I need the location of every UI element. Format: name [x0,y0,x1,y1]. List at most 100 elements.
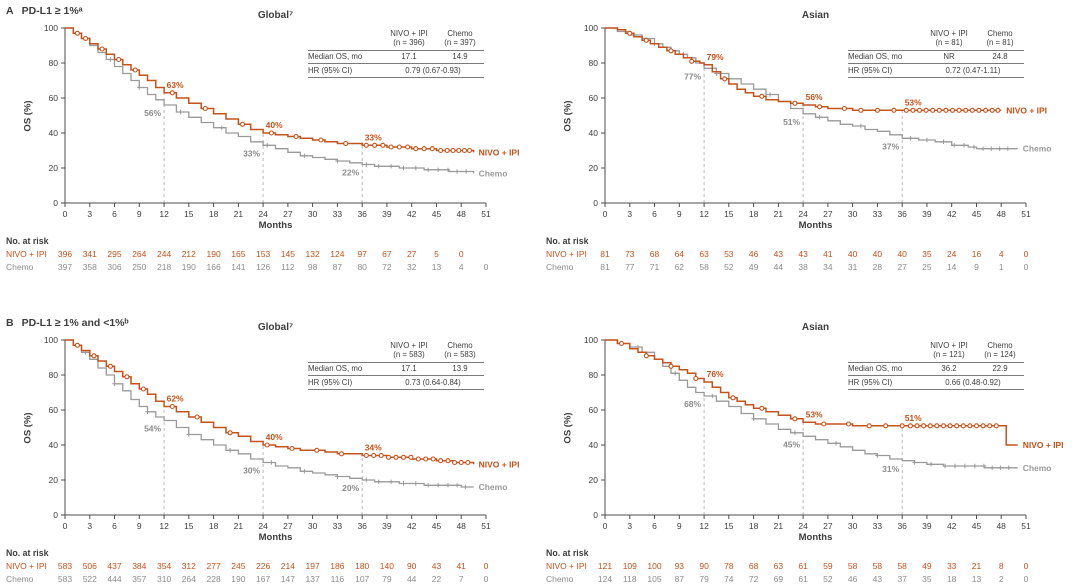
at-risk-arm-nivo: NIVO + IPI [6,561,47,571]
at-risk-count: 112 [281,262,295,272]
x-tick-label: 15 [184,521,194,531]
y-tick-label: 100 [584,24,598,33]
censor-mark [458,459,464,466]
censor-mark [997,146,1002,151]
censor-mark [942,463,948,469]
x-tick-label: 30 [848,209,858,219]
at-risk-count: 40 [897,249,907,259]
censor-mark [463,484,468,490]
censor-mark [759,93,765,99]
stats-hr-label: HR (95% CI) [308,377,353,387]
censor-mark [668,48,674,54]
x-axis-title: Months [258,532,293,543]
at-risk-count: 34 [823,262,833,272]
at-risk-count: 77 [625,262,635,272]
x-tick-label: 39 [382,209,392,219]
at-risk-count: 124 [597,574,613,584]
x-tick-label: 33 [333,521,343,531]
at-risk-count: 2 [998,574,1004,584]
censor-mark [74,342,80,348]
at-risk-count: 341 [82,249,97,259]
censor-mark [912,460,917,465]
censor-mark [268,130,274,136]
at-risk-count: 8 [998,561,1004,571]
at-risk-count: 72 [748,574,759,584]
chemo-curve-label: Chemo [1023,463,1052,473]
censor-mark [202,105,208,112]
at-risk-count: 41 [456,561,466,571]
at-risk-count: 1 [998,262,1004,272]
x-tick-label: 48 [456,521,466,531]
censor-mark [413,481,418,486]
at-risk-count: 87 [332,262,343,272]
x-tick-label: 27 [283,209,293,219]
censor-mark [314,447,320,453]
x-tick-label: 24 [258,209,268,219]
at-risk-count: 67 [382,249,392,259]
landmark-annotation: 56% [806,92,823,102]
censor-mark [972,463,977,469]
censor-mark [364,477,369,483]
landmark-annotation: 77% [684,71,701,81]
at-risk-count: 21 [971,561,982,571]
censor-mark [998,465,1003,470]
at-risk-count: 80 [357,262,367,272]
at-risk-count: 140 [379,561,394,571]
censor-mark [454,483,460,488]
at-risk-count: 46 [847,574,858,584]
at-risk-count: 43 [431,561,442,571]
x-tick-label: 45 [972,209,982,219]
stats-header-row: NIVO + IPI (n = 81) Chemo (n = 81) [848,29,1024,50]
at-risk-count: 27 [897,262,907,272]
stats-table: NIVO + IPI (n = 583) Chemo (n = 583) Media… [308,341,484,390]
censor-mark [388,144,394,150]
censor-mark [767,92,773,97]
censor-mark [995,107,1001,113]
censor-mark [987,423,993,429]
stats-arm-nivo-name: NIVO + IPI [390,29,428,38]
at-risk-count: 197 [305,561,320,571]
stats-arm-chemo: Chemo (n = 81) [976,29,1024,48]
at-risk-count: 0 [483,262,489,272]
at-risk-count: 121 [597,561,613,571]
stats-arm-nivo: NIVO + IPI (n = 121) [922,341,976,360]
censor-mark [318,137,324,143]
censor-mark [124,374,130,380]
censor-mark [875,453,880,458]
stats-median-nivo: 17.1 [401,364,417,374]
censor-mark [401,165,406,171]
censor-mark [969,107,975,113]
censor-mark [989,146,994,151]
x-tick-label: 24 [798,209,808,219]
at-risk-row-nivo: NIVO + IPI 583 506 437 384 354 312 277 245 226 21… [0,561,540,572]
censor-mark [967,423,973,429]
x-tick-label: 0 [603,209,608,219]
censor-mark [989,107,995,113]
censor-mark [936,107,942,113]
censor-mark [643,353,649,359]
x-tick-label: 30 [308,209,318,219]
censor-mark [874,107,880,113]
stats-hr-row: HR (95% CI) 0.79 (0.67-0.93) [308,64,484,78]
at-risk-count: 4 [998,249,1004,259]
stats-arm-nivo: NIVO + IPI (n = 81) [922,29,976,48]
censor-mark [169,90,175,96]
nivo-curve [65,27,475,153]
plot-title: Global⁷ [257,10,294,21]
x-tick-label: 39 [922,521,932,531]
censor-mark [91,353,97,359]
stats-median-row: Median OS, mo NR 24.8 [848,49,1024,65]
at-risk-count: 137 [305,574,320,584]
censor-mark [689,58,695,64]
censor-mark [265,143,270,148]
x-tick-label: 27 [283,521,293,531]
at-risk-values-nivo: 121 109 100 93 90 78 68 63 61 59 58 58 58 49 33 21 8 0 [540,561,1080,572]
y-tick-label: 80 [589,370,599,380]
at-risk-count: 61 [798,574,808,584]
at-risk-count: 90 [406,561,417,571]
x-tick-label: 45 [972,521,982,531]
censor-mark [627,30,633,36]
stats-header-row: NIVO + IPI (n = 121) Chemo (n = 124) [848,341,1024,362]
